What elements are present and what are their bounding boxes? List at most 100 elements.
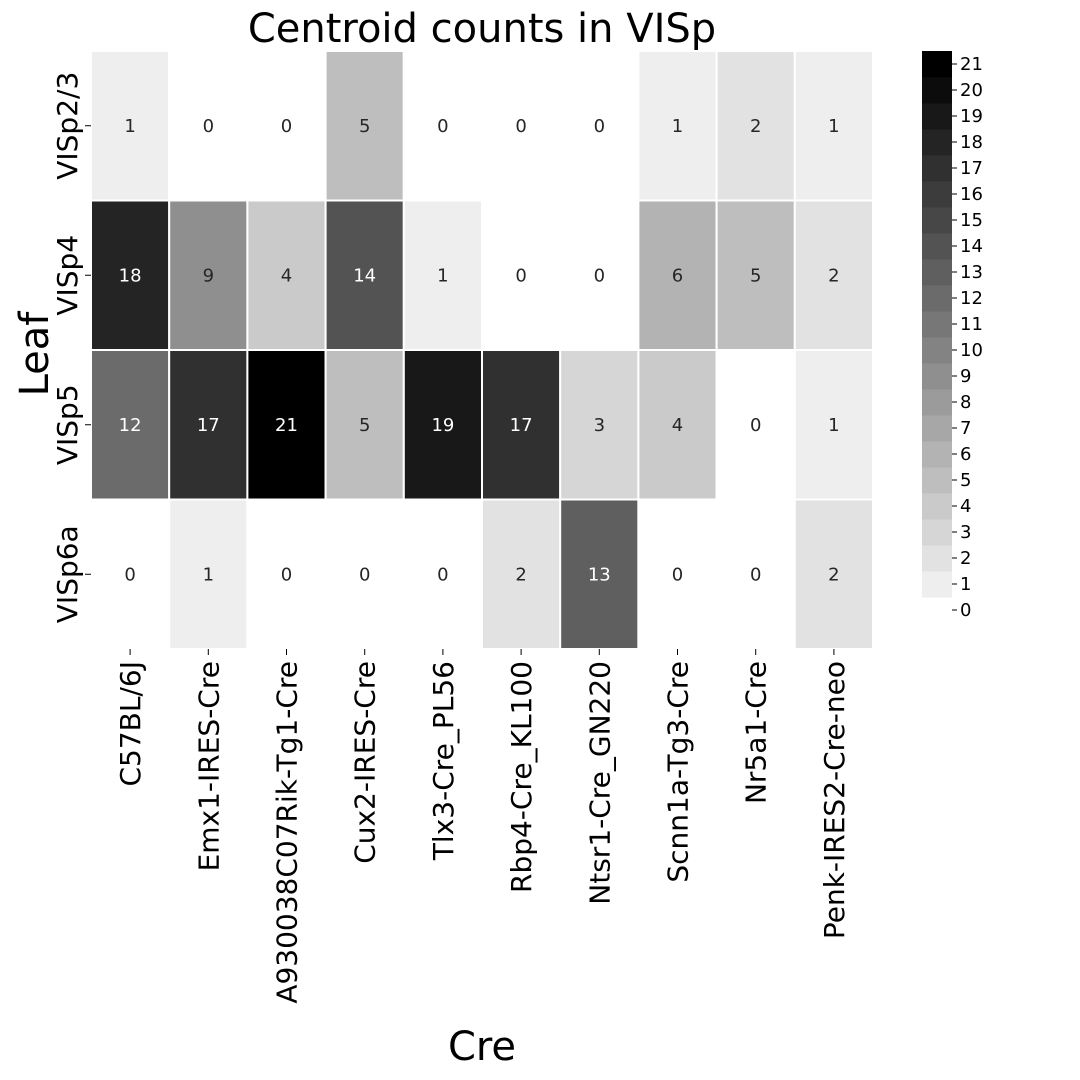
colorbar-segment	[922, 389, 952, 416]
x-tick-label: Penk-IRES2-Cre-neo	[818, 661, 851, 939]
cell-value-label: 6	[672, 265, 683, 286]
colorbar-tick-label: 16	[960, 184, 983, 205]
colorbar-segment	[922, 259, 952, 286]
cell-value-label: 1	[828, 415, 839, 436]
cell-value-label: 0	[515, 265, 526, 286]
heatmap-cell	[793, 199, 874, 351]
x-tick-label: Tlx3-Cre_PL56	[427, 661, 460, 861]
heatmap-cell	[637, 199, 718, 351]
colorbar-segment	[922, 415, 952, 442]
cell-value-label: 2	[750, 116, 761, 137]
colorbar-tick-label: 0	[960, 600, 971, 621]
heatmap-cell	[559, 498, 640, 650]
x-tick-label: C57BL/6J	[114, 661, 147, 787]
colorbar-segment	[922, 519, 952, 546]
heatmap-cell	[793, 349, 874, 501]
colorbar-segment	[922, 129, 952, 156]
cell-value-label: 4	[672, 415, 683, 436]
x-tick-label: A930038C07Rik-Tg1-Cre	[271, 661, 304, 1004]
cell-value-label: 1	[672, 116, 683, 137]
colorbar-segment	[922, 181, 952, 208]
cell-value-label: 1	[203, 564, 214, 585]
y-tick-label: VISp6a	[51, 525, 84, 623]
colorbar-tick-label: 10	[960, 340, 983, 361]
y-tick-label: VISp2/3	[51, 72, 84, 180]
cell-value-label: 0	[750, 415, 761, 436]
colorbar-segment	[922, 207, 952, 234]
colorbar-tick-label: 9	[960, 366, 971, 387]
heatmap-cell	[168, 199, 249, 351]
cell-value-label: 21	[275, 415, 298, 436]
heatmap-cells: 1 0 0 5 0 0 0 1 2 118 9 4 14 1 0 0 6 5 212 17 21 5 19 17 3 4 0 10 1 0…	[90, 50, 874, 650]
colorbar-tick-label: 1	[960, 574, 971, 595]
heatmap-cell	[715, 349, 796, 501]
cell-value-label: 0	[203, 116, 214, 137]
cell-value-label: 1	[124, 116, 135, 137]
y-axis-title: Leaf	[12, 311, 58, 397]
colorbar-segment	[922, 493, 952, 520]
x-tick-label: Nr5a1-Cre	[740, 661, 773, 804]
cell-value-label: 9	[203, 265, 214, 286]
cell-value-label: 0	[594, 116, 605, 137]
cell-value-label: 13	[588, 564, 611, 585]
heatmap-cell	[481, 50, 562, 202]
cell-value-label: 4	[281, 265, 292, 286]
colorbar-segment	[922, 597, 952, 624]
cell-value-label: 5	[359, 116, 370, 137]
colorbar-segment	[922, 155, 952, 182]
cell-value-label: 17	[510, 415, 533, 436]
heatmap-cell	[481, 199, 562, 351]
colorbar-tick-label: 7	[960, 418, 971, 439]
cell-value-label: 5	[359, 415, 370, 436]
cell-value-label: 0	[437, 564, 448, 585]
heatmap-cell	[559, 349, 640, 501]
colorbar-segment	[922, 51, 952, 78]
heatmap-cell	[324, 199, 405, 351]
colorbar-segment	[922, 571, 952, 598]
colorbar-segment	[922, 545, 952, 572]
heatmap-cell	[168, 349, 249, 501]
colorbar-segment	[922, 441, 952, 468]
x-tick-label: Rbp4-Cre_KL100	[505, 661, 538, 893]
heatmap-cell	[90, 50, 171, 202]
colorbar-tick-label: 12	[960, 288, 983, 309]
colorbar-segment	[922, 103, 952, 130]
colorbar-tick-label: 4	[960, 496, 971, 517]
cell-value-label: 0	[359, 564, 370, 585]
cell-value-label: 0	[672, 564, 683, 585]
heatmap-cell	[559, 199, 640, 351]
x-tick-label: Cux2-IRES-Cre	[349, 661, 382, 864]
cell-value-label: 0	[515, 116, 526, 137]
cell-value-label: 0	[124, 564, 135, 585]
heatmap-cell	[246, 349, 327, 501]
colorbar-tick-label: 14	[960, 236, 983, 257]
heatmap-cell	[168, 50, 249, 202]
heatmap-cell	[637, 50, 718, 202]
chart-title: Centroid counts in VISp	[248, 6, 716, 52]
colorbar-tick-label: 19	[960, 106, 983, 127]
colorbar-tick-label: 5	[960, 470, 971, 491]
colorbar-segment	[922, 337, 952, 364]
cell-value-label: 3	[594, 415, 605, 436]
cell-value-label: 17	[197, 415, 220, 436]
cell-value-label: 19	[431, 415, 454, 436]
colorbar-tick-label: 17	[960, 158, 983, 179]
cell-value-label: 12	[119, 415, 142, 436]
colorbar-segment	[922, 285, 952, 312]
x-tick-label: Emx1-IRES-Cre	[192, 661, 225, 871]
cell-value-label: 1	[437, 265, 448, 286]
heatmap-cell	[90, 349, 171, 501]
colorbar-segment	[922, 467, 952, 494]
colorbar-segment	[922, 311, 952, 338]
cell-value-label: 0	[437, 116, 448, 137]
heatmap-cell	[402, 349, 483, 501]
cell-value-label: 14	[353, 265, 376, 286]
cell-value-label: 2	[828, 265, 839, 286]
cell-value-label: 2	[828, 564, 839, 585]
cell-value-label: 0	[750, 564, 761, 585]
colorbar-tick-label: 11	[960, 314, 983, 335]
cell-value-label: 5	[750, 265, 761, 286]
y-tick-label: VISp4	[51, 235, 84, 316]
